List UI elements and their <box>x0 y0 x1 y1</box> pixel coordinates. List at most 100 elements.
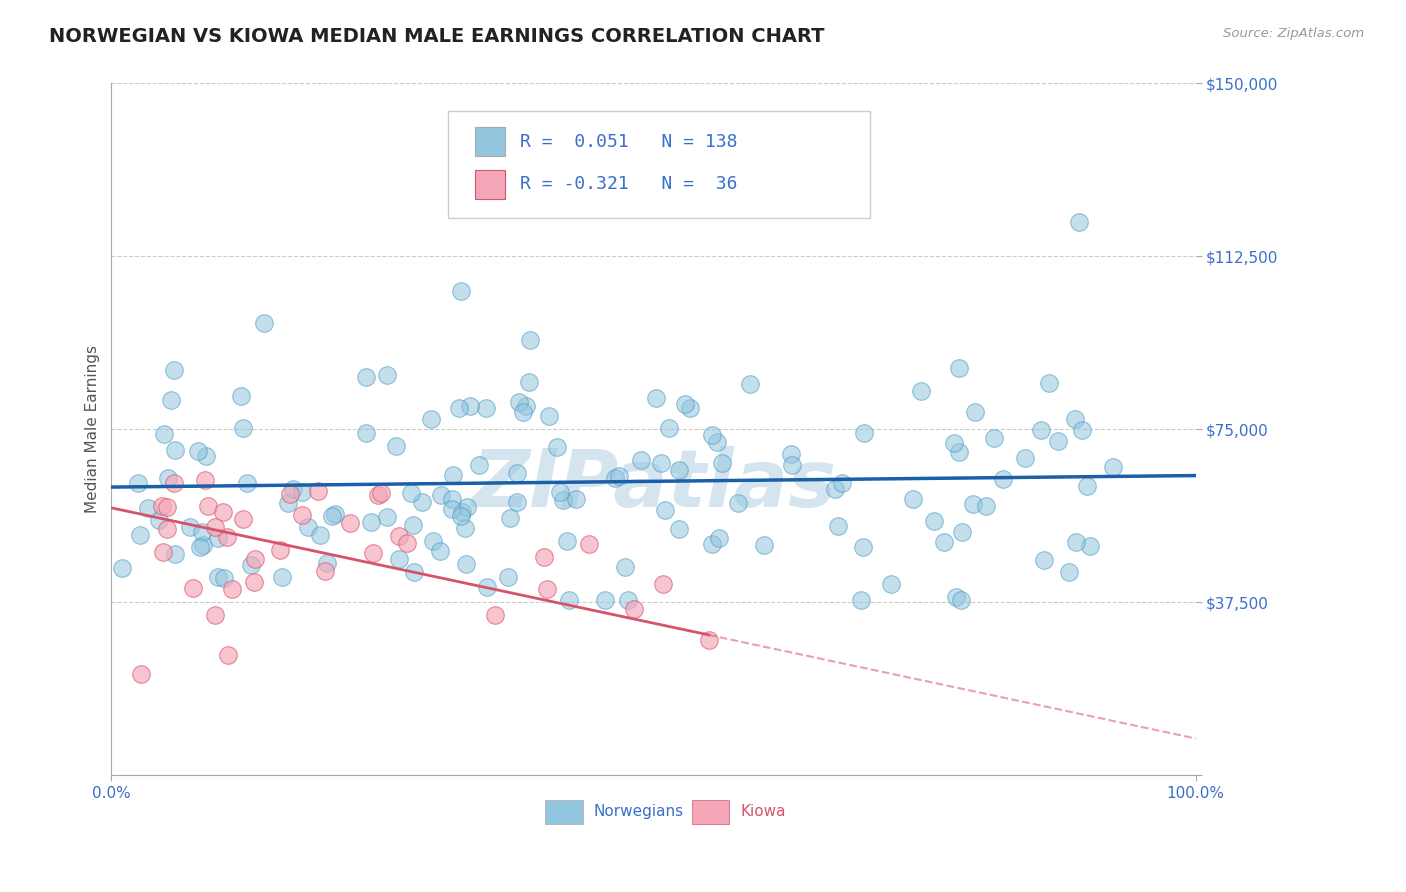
Bar <box>692 799 730 824</box>
Point <box>207 531 229 545</box>
Point <box>852 540 875 554</box>
Point <box>454 557 477 571</box>
Point <box>974 500 997 514</box>
Point <box>546 440 568 454</box>
Point <box>367 488 389 502</box>
Point <box>339 516 361 531</box>
Point <box>607 469 630 483</box>
Point <box>399 485 422 500</box>
Point <box>187 443 209 458</box>
Point <box>354 426 377 441</box>
Point <box>153 426 176 441</box>
Point <box>948 361 970 376</box>
Point <box>943 436 966 450</box>
Point <box>163 547 186 561</box>
Point <box>129 528 152 542</box>
Point <box>127 476 149 491</box>
Point <box>291 484 314 499</box>
Point <box>496 570 519 584</box>
Point <box>316 556 339 570</box>
Point <box>706 434 728 449</box>
Text: Kiowa: Kiowa <box>741 805 786 819</box>
Point <box>1070 423 1092 437</box>
Point <box>212 506 235 520</box>
Point <box>849 593 872 607</box>
Point <box>375 510 398 524</box>
Point <box>277 496 299 510</box>
Point <box>447 401 470 416</box>
Point <box>422 533 444 548</box>
Point <box>388 529 411 543</box>
Point <box>395 536 418 550</box>
Point <box>156 500 179 514</box>
Point <box>458 399 481 413</box>
Point <box>194 473 217 487</box>
Point <box>1063 411 1085 425</box>
Point <box>910 384 932 398</box>
Point <box>1064 534 1087 549</box>
Point <box>441 501 464 516</box>
Point <box>630 453 652 467</box>
Point <box>207 570 229 584</box>
Point <box>360 515 382 529</box>
Point <box>558 593 581 607</box>
Point <box>948 445 970 459</box>
Point <box>430 487 453 501</box>
Point <box>668 522 690 536</box>
Point <box>551 493 574 508</box>
Y-axis label: Median Male Earnings: Median Male Earnings <box>86 345 100 514</box>
Point <box>136 501 159 516</box>
Point <box>307 484 329 499</box>
Point <box>156 522 179 536</box>
Point <box>163 363 186 377</box>
Point <box>1067 215 1090 229</box>
Point <box>451 505 474 519</box>
Point <box>1031 423 1053 437</box>
Point <box>309 528 332 542</box>
Point <box>204 520 226 534</box>
Bar <box>475 127 505 156</box>
Point <box>702 537 724 551</box>
Point <box>243 574 266 589</box>
Point <box>323 507 346 521</box>
Point <box>191 538 214 552</box>
Point <box>162 476 184 491</box>
Point <box>707 531 730 545</box>
Point <box>740 377 762 392</box>
Point <box>901 491 924 506</box>
Point <box>679 401 702 416</box>
Text: Source: ZipAtlas.com: Source: ZipAtlas.com <box>1223 27 1364 40</box>
Point <box>441 467 464 482</box>
Point <box>191 524 214 539</box>
Point <box>375 368 398 382</box>
Point <box>1076 479 1098 493</box>
Point <box>780 458 803 472</box>
Point <box>645 391 668 405</box>
Point <box>420 412 443 426</box>
Point <box>361 546 384 560</box>
Point <box>654 503 676 517</box>
Point <box>411 495 433 509</box>
Point <box>605 471 627 485</box>
Point <box>217 648 239 662</box>
Point <box>697 632 720 647</box>
Point <box>194 449 217 463</box>
Point <box>1046 434 1069 449</box>
Point <box>879 577 901 591</box>
Point <box>950 593 973 607</box>
Point <box>1038 376 1060 391</box>
Point <box>727 496 749 510</box>
Point <box>536 582 558 597</box>
Point <box>152 545 174 559</box>
Point <box>650 456 672 470</box>
Point <box>321 508 343 523</box>
Point <box>652 577 675 591</box>
Point <box>754 538 776 552</box>
Text: Norwegians: Norwegians <box>593 805 685 819</box>
Point <box>506 466 529 480</box>
Point <box>281 482 304 496</box>
Point <box>111 561 134 575</box>
Point <box>221 582 243 596</box>
Point <box>508 394 530 409</box>
Point <box>578 537 600 551</box>
